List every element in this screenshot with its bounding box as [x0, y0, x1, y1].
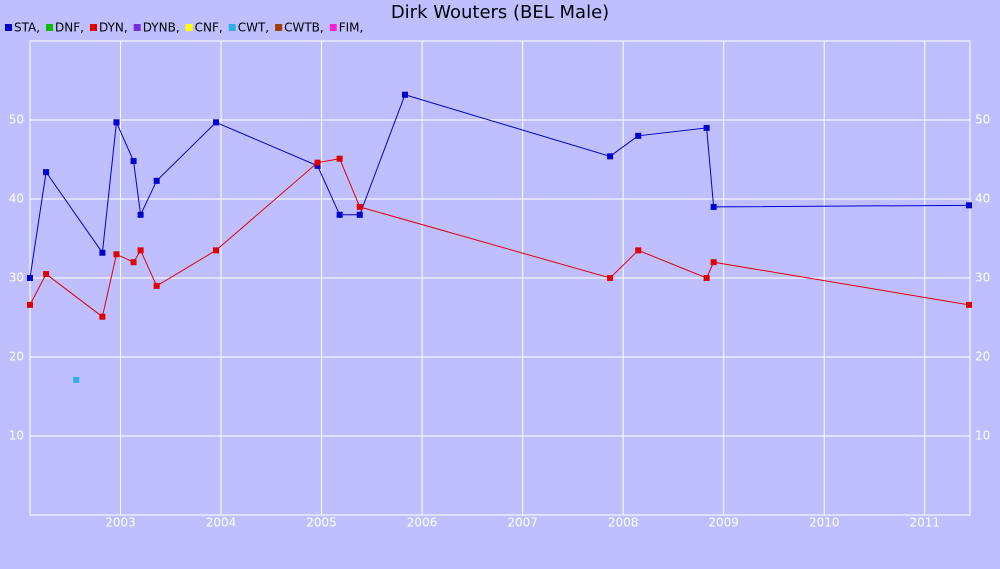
legend-swatch: [329, 24, 337, 31]
data-point: [43, 169, 50, 176]
data-point: [27, 275, 33, 281]
x-tick-label: 2006: [407, 516, 438, 530]
data-point: [356, 211, 363, 218]
data-point: [99, 249, 106, 256]
x-tick-label: 2005: [306, 516, 337, 530]
data-point: [113, 119, 120, 126]
data-point: [113, 251, 120, 258]
legend-label: DYNB,: [143, 21, 180, 35]
data-point: [314, 159, 321, 166]
data-point: [27, 301, 33, 308]
data-point: [73, 376, 80, 383]
x-tick-label: 2008: [608, 516, 639, 530]
y-tick-label: 50: [9, 113, 24, 127]
legend-swatch: [275, 24, 283, 31]
legend-swatch: [228, 24, 236, 31]
x-tick-label: 2007: [507, 516, 538, 530]
y-tick-label: 40: [9, 192, 24, 206]
data-point: [607, 275, 614, 281]
data-point: [710, 203, 717, 210]
legend-label: CWT,: [238, 21, 269, 35]
data-point: [153, 177, 160, 184]
data-point: [703, 275, 710, 281]
data-point: [137, 211, 144, 218]
data-point: [212, 247, 219, 254]
x-tick-label: 2010: [809, 516, 840, 530]
data-point: [99, 313, 106, 320]
y-tick-label: 50: [975, 113, 990, 127]
chart-title: Dirk Wouters (BEL Male): [391, 2, 609, 23]
data-point: [356, 203, 363, 210]
y-tick-label: 20: [975, 350, 990, 364]
y-tick-label: 30: [9, 271, 24, 285]
data-point: [314, 162, 321, 169]
legend-label: DNF,: [55, 21, 84, 35]
legend-swatch: [133, 24, 141, 31]
data-point: [710, 259, 717, 266]
data-point: [703, 124, 710, 131]
x-tick-label: 2003: [105, 516, 136, 530]
data-point: [635, 132, 642, 139]
legend-swatch: [46, 24, 54, 31]
data-point: [635, 247, 642, 254]
x-tick-label: 2011: [909, 516, 940, 530]
data-point: [212, 119, 219, 126]
data-point: [130, 259, 137, 266]
data-point: [965, 301, 972, 308]
y-tick-label: 40: [975, 192, 990, 206]
x-tick-label: 2004: [206, 516, 237, 530]
data-point: [130, 158, 137, 165]
legend-label: FIM,: [339, 21, 364, 35]
y-tick-label: 20: [9, 350, 24, 364]
y-tick-label: 10: [975, 429, 990, 443]
y-tick-label: 30: [975, 271, 990, 285]
x-tick-label: 2009: [708, 516, 739, 530]
data-point: [336, 155, 343, 162]
series-line: [29, 158, 970, 318]
data-point: [336, 211, 343, 218]
data-point: [965, 202, 972, 209]
data-point: [401, 91, 408, 98]
data-point: [153, 282, 160, 289]
data-point: [607, 153, 614, 160]
legend-swatch: [89, 24, 97, 31]
legend-label: DYN,: [99, 21, 128, 35]
y-tick-label: 10: [9, 429, 24, 443]
legend-swatch: [5, 24, 12, 31]
legend-label: CWTB,: [284, 21, 324, 35]
data-point: [137, 247, 144, 254]
legend-label: CNF,: [195, 21, 223, 35]
legend-swatch: [185, 24, 193, 31]
data-point: [43, 271, 50, 278]
legend-label: STA,: [14, 21, 40, 35]
